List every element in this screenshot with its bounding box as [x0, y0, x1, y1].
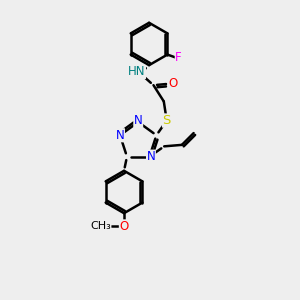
Text: O: O [168, 77, 177, 90]
Text: O: O [119, 220, 129, 233]
Text: N: N [116, 129, 124, 142]
Text: N: N [147, 150, 155, 163]
Text: S: S [163, 114, 171, 127]
Text: HN: HN [128, 65, 146, 78]
Text: CH₃: CH₃ [90, 221, 111, 231]
Text: F: F [175, 51, 182, 64]
Text: N: N [134, 114, 142, 127]
